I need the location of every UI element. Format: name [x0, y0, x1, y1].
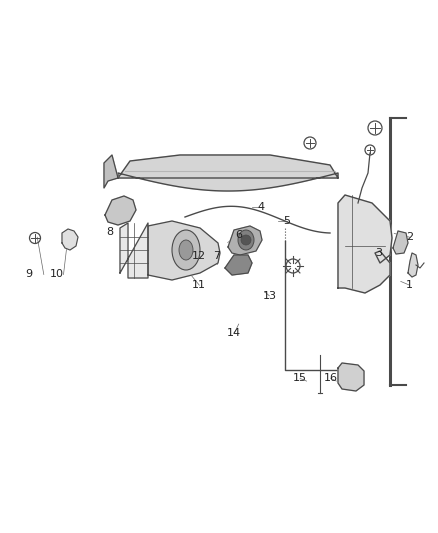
Text: 11: 11 — [192, 280, 206, 290]
Polygon shape — [105, 196, 136, 225]
Polygon shape — [393, 231, 408, 254]
Text: 14: 14 — [227, 328, 241, 338]
Text: 6: 6 — [235, 230, 242, 239]
Text: 13: 13 — [262, 291, 276, 301]
Polygon shape — [408, 253, 418, 277]
Text: 2: 2 — [406, 232, 413, 242]
Text: 5: 5 — [283, 216, 290, 226]
Text: 8: 8 — [106, 227, 113, 237]
Ellipse shape — [179, 240, 193, 260]
Polygon shape — [104, 155, 118, 188]
Ellipse shape — [172, 230, 200, 270]
Polygon shape — [338, 363, 364, 391]
Polygon shape — [62, 229, 78, 250]
Text: 1: 1 — [406, 280, 413, 290]
Polygon shape — [118, 155, 338, 191]
Text: 3: 3 — [375, 248, 382, 258]
Text: 16: 16 — [324, 374, 338, 383]
Text: 4: 4 — [257, 202, 264, 212]
Polygon shape — [120, 223, 148, 278]
Text: 7: 7 — [213, 251, 220, 261]
Text: 15: 15 — [293, 374, 307, 383]
Polygon shape — [228, 226, 262, 255]
Polygon shape — [148, 221, 220, 280]
Text: 12: 12 — [192, 251, 206, 261]
Polygon shape — [225, 255, 252, 275]
Circle shape — [241, 235, 251, 245]
Text: 9: 9 — [25, 270, 32, 279]
Ellipse shape — [238, 230, 254, 250]
Polygon shape — [338, 195, 392, 293]
Text: 10: 10 — [50, 270, 64, 279]
